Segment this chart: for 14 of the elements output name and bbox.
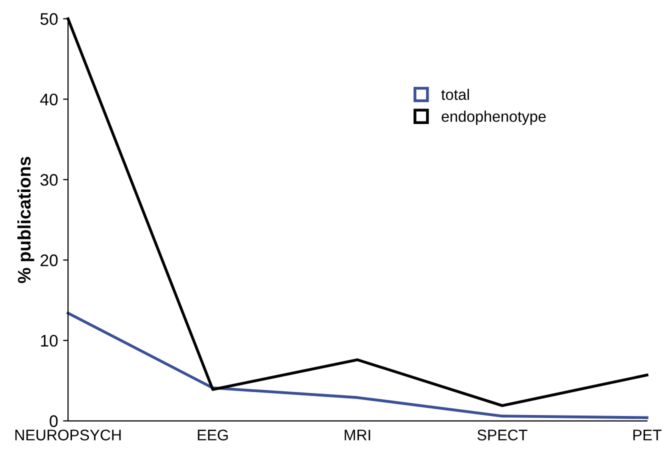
x-tick-label: SPECT [477,430,528,440]
y-axis-title: % publications [17,156,34,284]
x-tick-label: EEG [198,430,228,440]
x-tick-label: PET [633,430,662,440]
x-tick-label: NEUROPSYCH [15,430,121,440]
legend-label: total [441,88,469,100]
y-tick-label: 40 [40,94,58,106]
y-tick-label: 0 [50,415,58,428]
y-tick-label: 20 [40,254,58,266]
y-tick-label: 10 [41,334,58,347]
y-tick-label: 50 [40,13,58,25]
y-tick-label: 30 [40,174,58,186]
x-tick-label: MRI [344,430,370,440]
legend-label: endophenotype [442,110,546,125]
